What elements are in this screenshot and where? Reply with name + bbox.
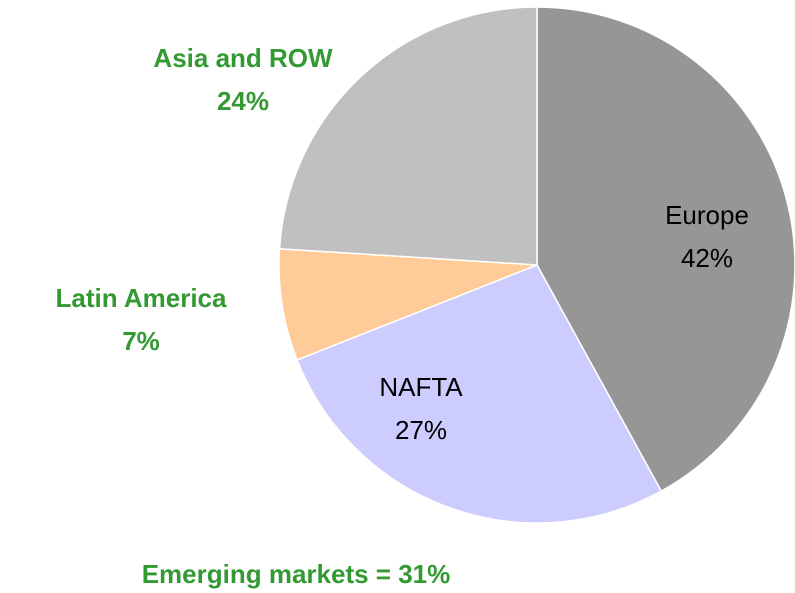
slice-label: Europe	[665, 200, 749, 230]
annotation: Emerging markets = 31%	[142, 559, 451, 589]
slice-label: Latin America	[56, 283, 228, 313]
pie-slice	[278, 248, 538, 361]
value-label: 27%	[395, 415, 447, 445]
value-label: 42%	[681, 243, 733, 273]
slice-label: Asia and ROW	[153, 43, 333, 73]
value-label: 24%	[217, 86, 269, 116]
pie-slice	[278, 6, 538, 266]
slice-label: NAFTA	[379, 372, 463, 402]
value-label: 7%	[122, 326, 160, 356]
pie-slice	[296, 264, 663, 524]
pie-slice	[536, 6, 795, 493]
